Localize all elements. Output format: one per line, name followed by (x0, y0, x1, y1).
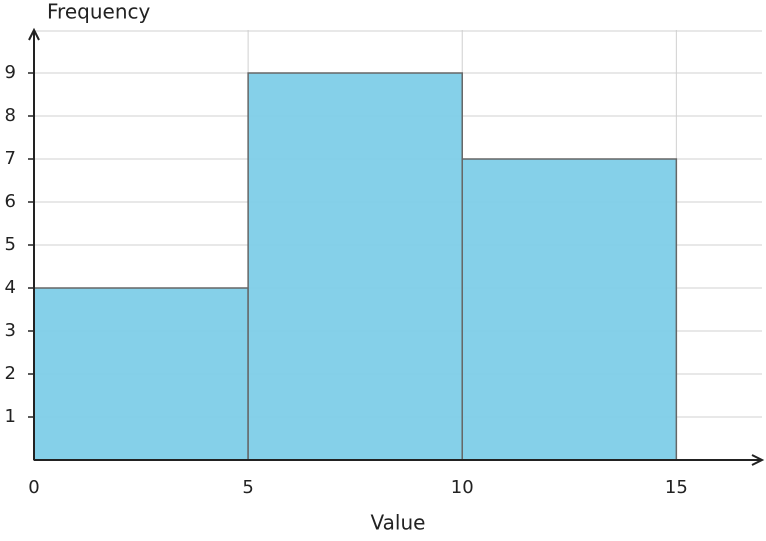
y-tick-label: 9 (5, 62, 16, 83)
y-tick-label: 4 (5, 277, 16, 298)
bar (461, 158, 678, 461)
y-tick-label: 2 (5, 363, 16, 384)
bar (33, 287, 249, 461)
y-tick-label: 8 (5, 105, 16, 126)
x-tick-label: 5 (242, 477, 253, 498)
y-tick-label: 1 (5, 406, 16, 427)
y-tick-label: 3 (5, 320, 16, 341)
x-axis-arrow (751, 454, 765, 466)
y-axis-arrow (28, 27, 40, 41)
x-tick-label: 0 (28, 477, 39, 498)
y-tick-label: 5 (5, 234, 16, 255)
x-tick-label: 10 (451, 477, 474, 498)
y-axis-label: Frequency (47, 0, 150, 24)
x-tick-label: 15 (665, 477, 688, 498)
y-tick-label: 7 (5, 148, 16, 169)
bar (247, 72, 463, 461)
x-axis-label: Value (371, 511, 426, 535)
y-tick-label: 6 (5, 191, 16, 212)
